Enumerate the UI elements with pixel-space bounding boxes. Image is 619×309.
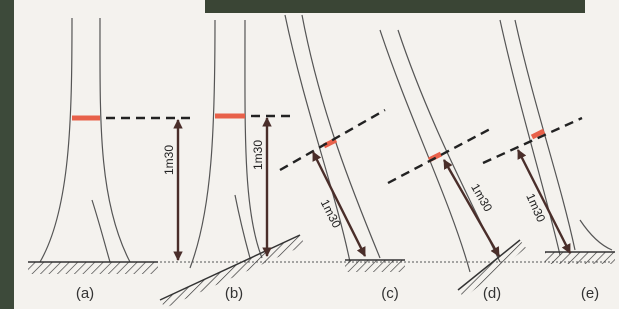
panel-label: (c) [381,285,399,302]
panel-label: (d) [483,285,501,302]
height-label: 1m30 [251,140,265,170]
ground-hatch [345,260,405,272]
diagram: 1m30 (a) 1m30 (b) 1m30 (c) 1m30 (d) [0,0,619,309]
panel-label: (e) [581,285,599,302]
panel-label: (b) [225,285,243,302]
height-label: 1m30 [162,145,176,175]
photo-strip-left [0,0,14,309]
page: 1m30 (a) 1m30 (b) 1m30 (c) 1m30 (d) [0,0,619,309]
ground-hatch [545,252,615,264]
ground-hatch [28,262,158,274]
photo-strip-top [205,0,585,13]
panel-label: (a) [76,285,94,302]
